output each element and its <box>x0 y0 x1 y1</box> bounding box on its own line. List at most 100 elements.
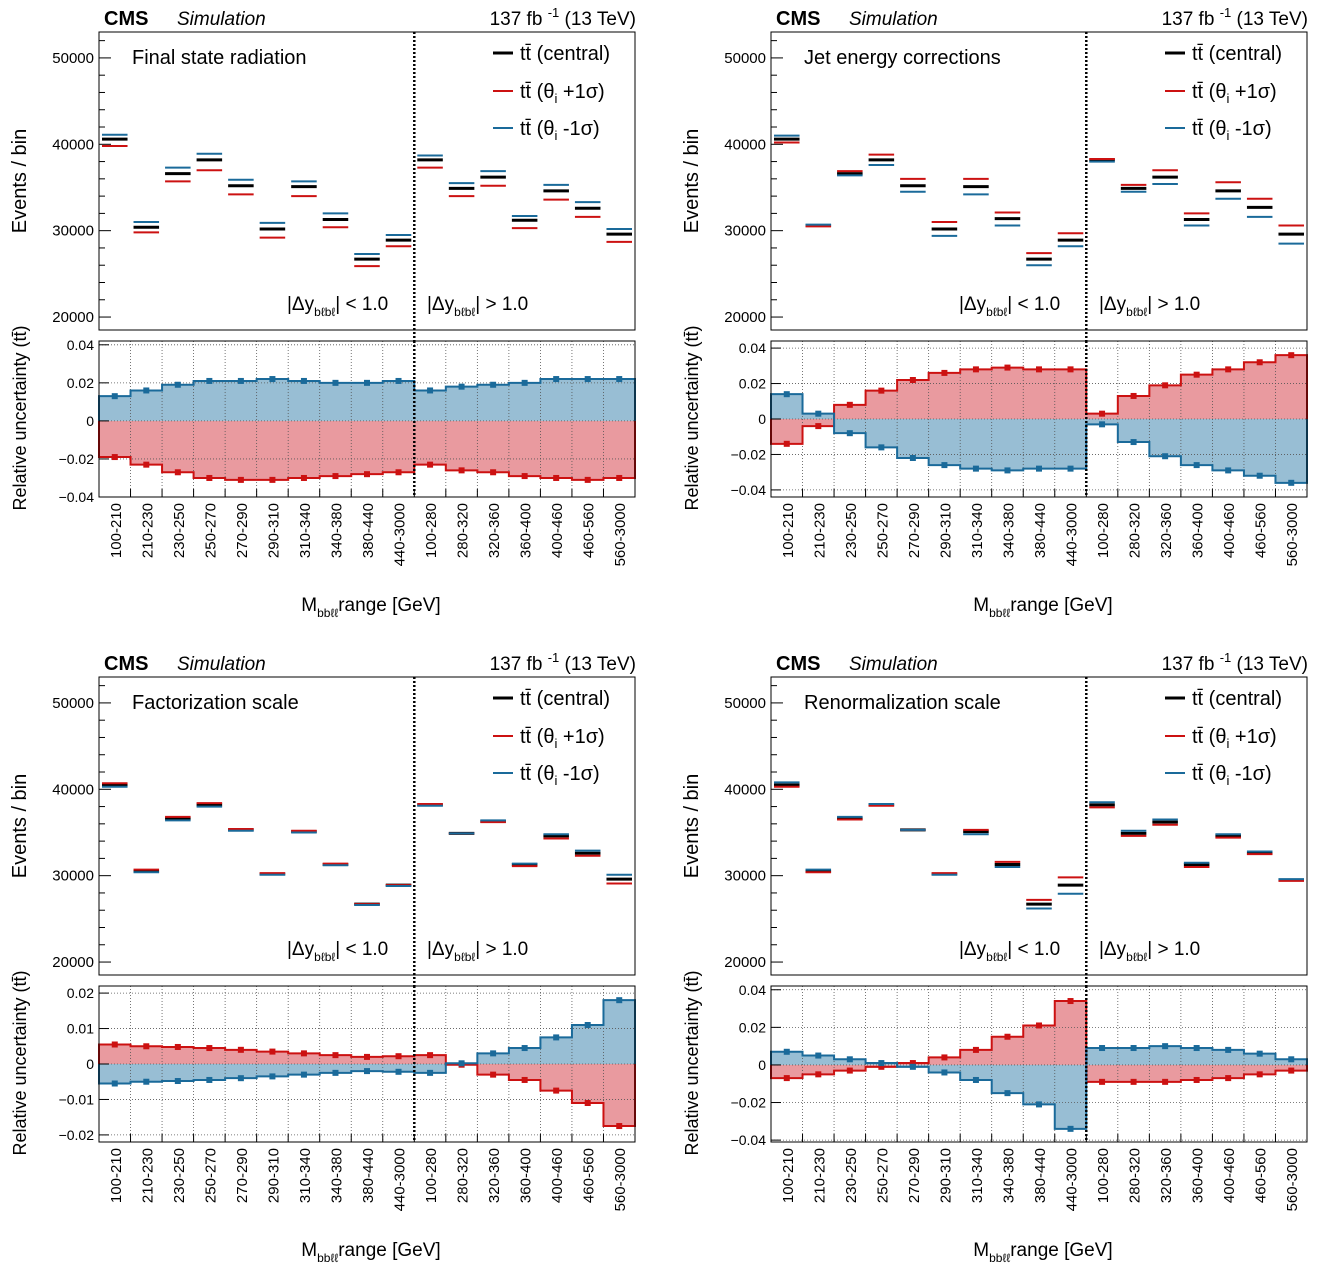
ratio-down-fill <box>1149 1046 1182 1065</box>
ratio-up-marker <box>237 1046 244 1053</box>
ratio-up-fill <box>603 1064 636 1127</box>
ratio-tick-label: 0 <box>86 1056 94 1072</box>
ratio-up-marker <box>972 366 979 373</box>
x-category-label: 360-400 <box>1190 503 1207 558</box>
ratio-down-fill <box>99 1064 132 1084</box>
ratio-down-fill <box>960 1064 993 1080</box>
ratio-up-fill <box>225 1049 258 1064</box>
ratio-up-fill <box>414 420 447 465</box>
simulation-label: Simulation <box>177 9 266 30</box>
x-category-label: 250-270 <box>202 1148 219 1203</box>
x-category-label: 310-340 <box>297 1148 314 1203</box>
events-tick-label: 40000 <box>724 136 766 153</box>
ratio-down-fill <box>130 390 163 421</box>
ratio-up-fill <box>382 1056 415 1064</box>
ratio-tick-label: −0.04 <box>731 1132 767 1148</box>
ratio-up-marker <box>1067 366 1074 373</box>
ratio-down-marker <box>1288 1056 1295 1063</box>
ratio-down-marker <box>490 1050 497 1057</box>
ratio-up-fill <box>414 1055 447 1064</box>
ratio-down-fill <box>193 380 226 421</box>
ratio-down-marker <box>206 1076 213 1083</box>
ratio-up-fill <box>130 1046 163 1064</box>
x-category-label: 460-560 <box>1253 503 1270 558</box>
ratio-up-marker <box>878 387 885 394</box>
ratio-up-marker <box>1004 1033 1011 1040</box>
x-category-label: 380-440 <box>1032 1148 1049 1203</box>
ratio-down-fill <box>603 379 636 421</box>
ratio-down-marker <box>521 379 528 386</box>
ratio-down-marker <box>521 1045 528 1052</box>
ratio-up-fill <box>1212 369 1245 419</box>
ratio-down-fill <box>1243 1053 1276 1065</box>
x-category-label: 250-270 <box>874 503 891 558</box>
ratio-up-marker <box>1162 1078 1169 1085</box>
ratio-tick-label: 0 <box>758 1057 766 1073</box>
ratio-down-marker <box>1193 462 1200 469</box>
ratio-down-fill <box>1149 419 1182 457</box>
ratio-up-fill <box>445 420 478 471</box>
ratio-up-fill <box>1023 369 1056 419</box>
x-category-label: 560-3000 <box>1284 503 1301 566</box>
ratio-up-marker <box>1225 1075 1232 1082</box>
ratio-down-fill <box>351 1064 384 1072</box>
events-frame <box>770 676 1308 976</box>
ratio-up-marker <box>332 473 339 480</box>
ratio-up-marker <box>1162 382 1169 389</box>
ratio-down-fill <box>130 1064 163 1082</box>
ratio-down-fill <box>771 394 804 419</box>
events-frame <box>98 676 636 976</box>
ratio-axis-label: Relative uncertainty (tt̄) <box>10 970 30 1155</box>
ratio-down-fill <box>288 380 321 421</box>
ratio-up-marker <box>174 469 181 476</box>
ratio-up-marker <box>1130 392 1137 399</box>
events-axis-label: Events / bin <box>681 774 703 879</box>
events-axis-label: Events / bin <box>681 129 703 234</box>
x-category-label: 100-210 <box>108 503 125 558</box>
ratio-down-marker <box>783 1048 790 1055</box>
ratio-down-fill <box>508 1048 541 1064</box>
events-tick-label: 30000 <box>724 868 766 885</box>
ratio-up-fill <box>802 1064 835 1075</box>
ratio-up-marker <box>111 1041 118 1048</box>
ratio-tick-label: 0.01 <box>67 1021 94 1037</box>
x-category-label: 400-460 <box>1221 1148 1238 1203</box>
ratio-up-marker <box>1004 364 1011 371</box>
x-category-label: 340-380 <box>1000 1148 1017 1203</box>
ratio-down-fill <box>162 1064 195 1082</box>
ratio-down-marker <box>1288 479 1295 486</box>
ratio-down-fill <box>540 379 573 421</box>
x-category-label: 280-320 <box>455 1148 472 1203</box>
ratio-down-fill <box>414 1064 447 1073</box>
x-category-label: 310-340 <box>297 503 314 558</box>
events-tick-label: 20000 <box>52 309 94 326</box>
ratio-up-marker <box>878 1063 885 1070</box>
ratio-down-fill <box>1023 1064 1056 1105</box>
region-label-high: |Δybℓbℓ| > 1.0 <box>427 294 528 319</box>
x-category-label: 360-400 <box>518 1148 535 1203</box>
ratio-up-marker <box>395 469 402 476</box>
x-axis-label: Mbbℓℓrange [GeV] <box>301 595 440 620</box>
legend-entry-2: tt̄ (θi +1σ) <box>1192 726 1277 751</box>
x-category-label: 320-360 <box>1158 503 1175 558</box>
ratio-up-fill <box>928 372 961 419</box>
ratio-frame <box>98 340 636 498</box>
ratio-down-fill <box>802 1055 835 1065</box>
ratio-up-fill <box>351 420 384 475</box>
cms-label: CMS <box>776 8 820 30</box>
x-category-label: 440-3000 <box>1064 503 1081 566</box>
x-category-label: 230-250 <box>171 503 188 558</box>
ratio-down-fill <box>445 386 478 421</box>
legend-entry-3: tt̄ (θi -1σ) <box>1192 118 1272 143</box>
panel-title: Factorization scale <box>132 692 299 714</box>
ratio-up-outline <box>98 420 636 481</box>
ratio-up-fill <box>1117 395 1150 419</box>
ratio-down-marker <box>174 381 181 388</box>
ratio-down-marker <box>490 381 497 388</box>
ratio-up-fill <box>1243 1064 1276 1075</box>
ratio-up-fill <box>928 1057 961 1065</box>
ratio-up-fill <box>1023 1025 1056 1065</box>
ratio-down-fill <box>1180 419 1213 466</box>
ratio-up-marker <box>490 469 497 476</box>
ratio-up-marker <box>815 1071 822 1078</box>
